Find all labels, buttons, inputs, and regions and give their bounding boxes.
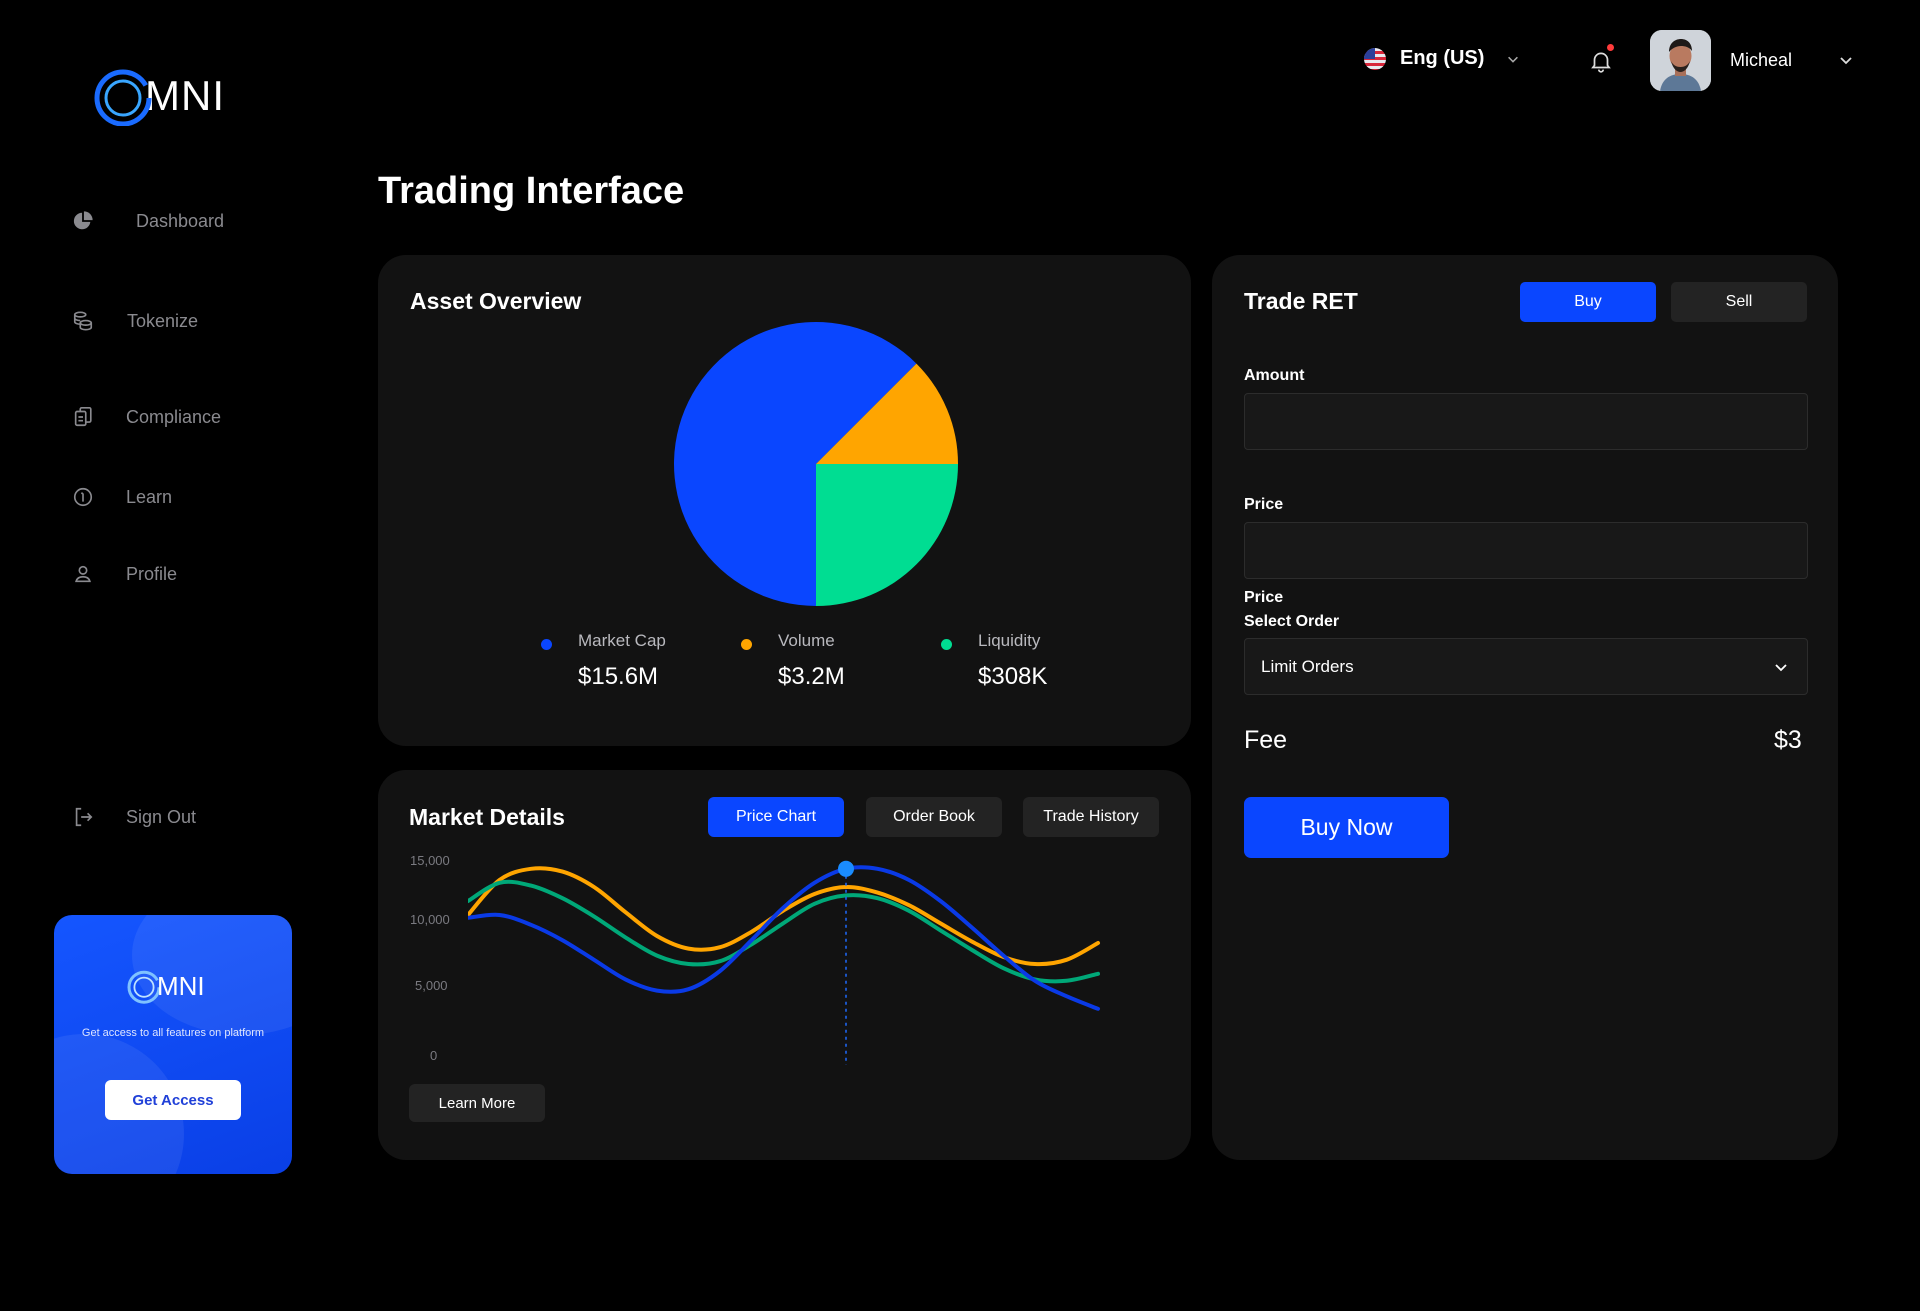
y-tick-label: 0 — [430, 1048, 438, 1063]
sidebar-item-label: Compliance — [126, 406, 222, 427]
info-icon — [73, 487, 93, 507]
omni-logo-ring-icon — [94, 69, 152, 126]
user-name[interactable]: Micheal — [1730, 50, 1793, 70]
coins-stack-icon — [73, 311, 93, 331]
pie-chart-icon — [73, 211, 93, 230]
legend-value: $308K — [978, 663, 1048, 690]
legend-label: Market Cap — [578, 631, 666, 650]
get-access-button[interactable]: Get Access — [105, 1080, 241, 1120]
amount-input[interactable] — [1244, 393, 1808, 450]
sign-out-icon — [75, 807, 93, 827]
y-tick-label: 10,000 — [410, 912, 450, 927]
price-label: Price — [1244, 496, 1284, 513]
buy-now-button[interactable]: Buy Now — [1244, 797, 1449, 858]
page-title: Trading Interface — [378, 170, 685, 212]
avatar[interactable] — [1650, 30, 1711, 91]
y-tick-label: 15,000 — [410, 853, 450, 868]
language-label: Eng (US) — [1400, 47, 1485, 69]
sell-toggle-button[interactable]: Sell — [1671, 282, 1807, 322]
sign-out-button[interactable]: Sign Out — [72, 806, 196, 828]
user-avatar-icon — [1650, 30, 1711, 91]
select-order-label: Select Order — [1244, 613, 1340, 630]
promo-brand-name: MNI — [157, 970, 205, 1001]
price-input[interactable] — [1244, 522, 1808, 579]
order-type-value: Limit Orders — [1261, 657, 1354, 676]
us-flag-icon — [1364, 47, 1386, 70]
notifications-button[interactable] — [1588, 44, 1614, 74]
legend-label: Volume — [778, 631, 835, 650]
legend-value: $3.2M — [778, 663, 845, 690]
chevron-down-icon — [1508, 56, 1519, 63]
documents-icon — [74, 407, 92, 427]
sign-out-label: Sign Out — [126, 806, 197, 827]
sidebar-item-learn[interactable]: Learn — [72, 486, 172, 508]
omni-logo-ring-icon — [127, 970, 161, 1004]
fee-value: $3 — [1774, 726, 1802, 754]
asset-overview-card: Asset Overview Market Cap $15.6M Volume … — [378, 255, 1191, 746]
pie-slice-liquidity — [816, 464, 958, 606]
promo-logo: MNI — [126, 968, 205, 1004]
promo-card: MNI Get access to all features on platfo… — [54, 915, 292, 1174]
user-icon — [75, 565, 91, 583]
chevron-down-icon[interactable] — [1838, 52, 1854, 68]
price-line-series-blue — [468, 865, 1100, 1011]
chart-highlight-point[interactable] — [838, 860, 854, 877]
asset-overview-title: Asset Overview — [410, 288, 582, 314]
sidebar-item-compliance[interactable]: Compliance — [72, 406, 221, 428]
pie-slice-volume — [816, 363, 958, 464]
order-type-select[interactable]: Limit Orders — [1244, 638, 1808, 695]
amount-label: Amount — [1244, 367, 1305, 384]
sidebar-item-label: Tokenize — [127, 310, 199, 331]
pie-slice-market-cap — [674, 322, 917, 606]
trade-card: Trade RET — [1212, 255, 1838, 1160]
buy-toggle-button[interactable]: Buy — [1520, 282, 1656, 322]
legend-dot — [541, 639, 552, 650]
market-details-title: Market Details — [409, 804, 565, 830]
tab-price-chart[interactable]: Price Chart — [708, 797, 844, 837]
trade-title: Trade RET — [1244, 288, 1358, 314]
bell-icon — [1591, 52, 1611, 73]
asset-pie-chart — [674, 322, 958, 606]
price-line-chart — [468, 860, 1100, 1065]
tab-trade-history[interactable]: Trade History — [1023, 797, 1159, 837]
brand-name: MNI — [145, 72, 225, 119]
chevron-down-icon — [1775, 664, 1787, 672]
notification-dot — [1607, 44, 1614, 51]
sidebar-item-label: Learn — [126, 486, 173, 507]
sidebar-item-dashboard[interactable]: Dashboard — [72, 210, 224, 232]
legend-dot — [741, 639, 752, 650]
price-line-series-orange — [468, 866, 1100, 967]
price-label-secondary: Price — [1244, 589, 1284, 606]
brand-logo[interactable]: MNI — [93, 66, 225, 126]
tab-order-book[interactable]: Order Book — [866, 797, 1002, 837]
promo-text: Get access to all features on platform — [81, 1027, 265, 1039]
price-line-series-green — [468, 879, 1100, 984]
legend-label: Liquidity — [978, 631, 1041, 650]
sidebar-item-profile[interactable]: Profile — [72, 563, 177, 585]
sidebar-item-label: Profile — [126, 563, 178, 584]
sidebar-item-label: Dashboard — [136, 210, 225, 231]
sidebar-item-tokenize[interactable]: Tokenize — [72, 310, 198, 332]
fee-label: Fee — [1244, 726, 1288, 754]
y-tick-label: 5,000 — [415, 978, 448, 993]
learn-more-button[interactable]: Learn More — [409, 1084, 545, 1122]
language-selector[interactable]: Eng (US) — [1364, 47, 1520, 70]
legend-dot — [941, 639, 952, 650]
legend-value: $15.6M — [578, 663, 659, 690]
